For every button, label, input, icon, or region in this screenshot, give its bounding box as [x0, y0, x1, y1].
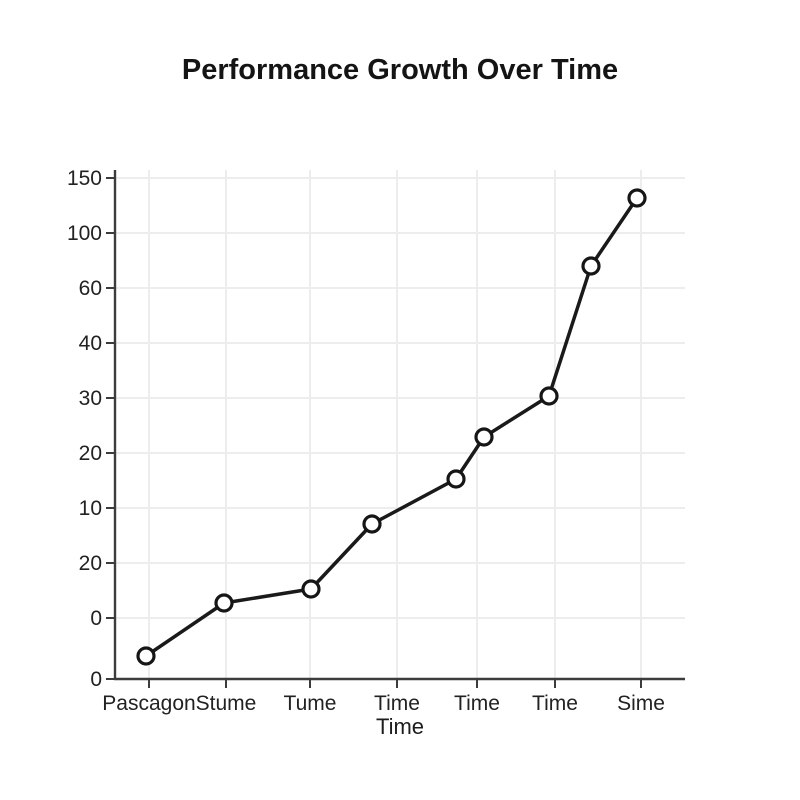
x-tick-label: Stume: [196, 692, 257, 715]
data-point-marker: [581, 256, 601, 276]
y-tick-label: 60: [79, 277, 102, 300]
x-tick-label: Time: [374, 692, 420, 715]
y-tick-label: 40: [79, 332, 102, 355]
y-tick-label: 30: [79, 387, 102, 410]
data-point-marker: [627, 188, 647, 208]
y-tick-label: 100: [67, 222, 102, 245]
data-point-marker: [136, 646, 156, 666]
y-tick-label: 150: [67, 167, 102, 190]
y-tick-label: 0: [90, 607, 102, 630]
data-point-marker: [539, 386, 559, 406]
x-tick-label: Tume: [284, 692, 337, 715]
y-tick-label: 10: [79, 497, 102, 520]
data-point-marker: [474, 427, 494, 447]
data-point-marker: [446, 469, 466, 489]
x-tick-label: Sime: [617, 692, 665, 715]
x-axis-title: Time: [375, 714, 425, 739]
y-tick-label: 20: [79, 552, 102, 575]
data-point-marker: [301, 579, 321, 599]
y-tick-label: 20: [79, 442, 102, 465]
x-tick-label: Time: [532, 692, 578, 715]
x-tick-label: Time: [454, 692, 500, 715]
data-point-marker: [362, 514, 382, 534]
data-point-marker: [214, 593, 234, 613]
series-polyline: [144, 196, 639, 658]
x-tick-label: Pascagon: [102, 692, 195, 715]
chart-title: Performance Growth Over Time: [181, 54, 619, 86]
y-tick-label: 0: [90, 668, 102, 691]
